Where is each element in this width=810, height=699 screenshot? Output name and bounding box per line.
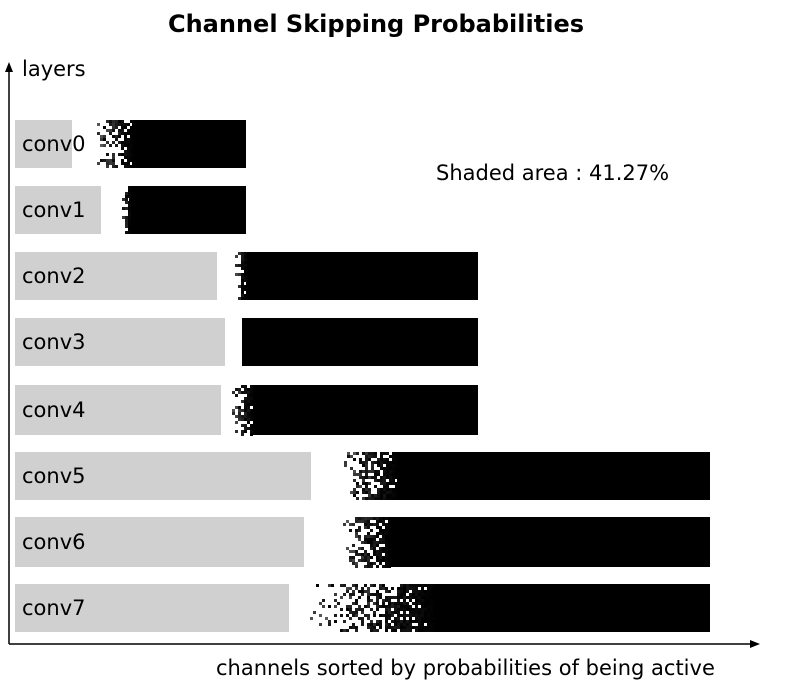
layer-label-conv1: conv1	[22, 198, 86, 222]
x-axis-arrow-icon	[750, 640, 760, 648]
bar-active-conv2	[246, 252, 478, 300]
bar-skipped-conv0	[15, 120, 72, 168]
bar-transition-conv5	[344, 452, 398, 500]
bar-conv0: conv0	[15, 120, 246, 168]
bar-skipped-conv1	[15, 186, 101, 234]
bar-active-conv4	[253, 385, 478, 435]
bar-transition-conv1	[122, 186, 131, 234]
bar-skipped-conv3	[15, 318, 225, 366]
bar-conv7: conv7	[15, 584, 710, 632]
bar-conv5: conv5	[15, 452, 710, 500]
layer-label-conv7: conv7	[22, 596, 86, 620]
layer-label-conv6: conv6	[22, 530, 86, 554]
bars-group: conv0 conv1 conv2 conv3 conv4 conv5 conv6 conv7	[15, 120, 710, 632]
bar-active-conv1	[129, 186, 246, 234]
bar-skipped-conv6	[15, 517, 304, 567]
layer-label-conv5: conv5	[22, 464, 86, 488]
bar-active-conv0	[132, 120, 246, 168]
shaded-area-annotation: Shaded area : 41.27%	[436, 161, 670, 185]
bar-skipped-conv7	[15, 584, 289, 632]
bar-conv4: conv4	[15, 385, 478, 436]
layer-label-conv4: conv4	[22, 398, 86, 422]
bar-active-conv7	[437, 584, 710, 632]
bar-skipped-conv5	[15, 452, 311, 500]
bar-conv3: conv3	[15, 318, 478, 366]
bar-transition-conv6	[343, 517, 391, 568]
bar-transition-conv7	[310, 584, 439, 632]
y-axis-label: layers	[22, 57, 86, 81]
x-axis-label: channels sorted by probabilities of bein…	[216, 656, 715, 680]
layer-label-conv2: conv2	[22, 264, 86, 288]
bar-transition-conv2	[235, 252, 247, 300]
bar-conv6: conv6	[15, 517, 710, 568]
bar-transition-conv0	[97, 120, 133, 168]
bar-conv2: conv2	[15, 252, 478, 300]
bar-skipped-conv4	[15, 385, 221, 435]
layer-label-conv0: conv0	[22, 132, 86, 156]
axes-group	[5, 62, 760, 648]
bar-active-conv3	[242, 318, 478, 366]
bar-active-conv6	[390, 517, 710, 567]
bar-active-conv5	[397, 452, 710, 500]
layer-label-conv3: conv3	[22, 330, 86, 354]
bar-transition-conv4	[232, 385, 253, 436]
chart-title: Channel Skipping Probabilities	[167, 10, 584, 38]
y-axis-arrow-icon	[5, 62, 13, 72]
bar-skipped-conv2	[15, 252, 217, 300]
bar-conv1: conv1	[15, 186, 246, 234]
